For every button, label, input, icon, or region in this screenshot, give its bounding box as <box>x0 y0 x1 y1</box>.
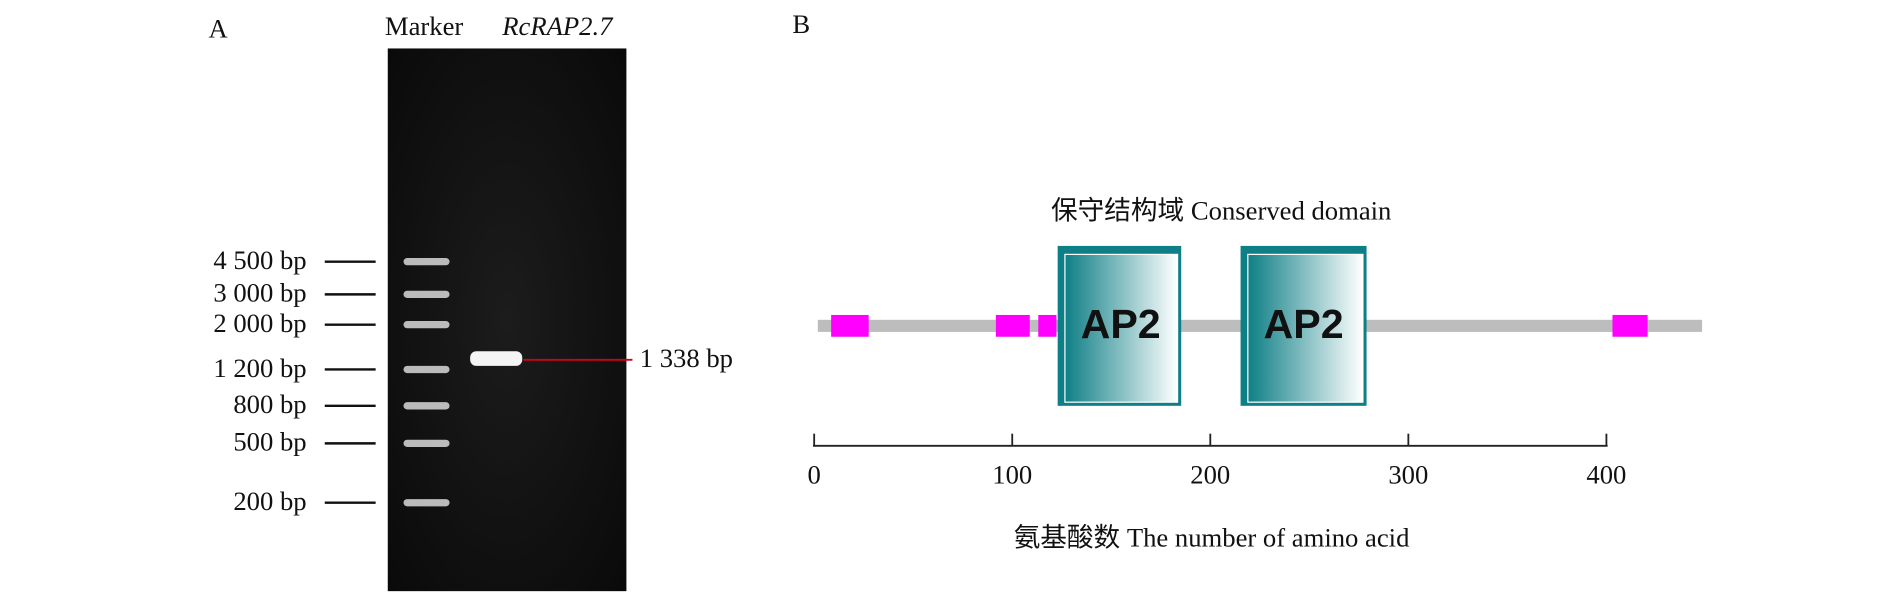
lane-label: RcRAP2.7 <box>501 11 614 41</box>
marker-label: 2 000 bp <box>213 308 306 338</box>
marker-label: 4 500 bp <box>213 245 306 275</box>
x-tick-label: 100 <box>992 459 1032 489</box>
x-ticks: 0 100 200 300 400 <box>808 433 1626 489</box>
marker-band <box>403 321 450 329</box>
marker-label: 500 bp <box>233 427 306 457</box>
marker-band <box>403 499 450 507</box>
marker-label: 200 bp <box>233 486 306 516</box>
domain-box <box>1247 253 1364 403</box>
marker-label: 3 000 bp <box>213 278 306 308</box>
marker-label: 1 200 bp <box>213 353 306 383</box>
domain-label: AP2 <box>1264 301 1344 347</box>
lane-label: Marker <box>385 11 464 41</box>
gel <box>387 48 627 592</box>
panel-label: B <box>792 9 810 39</box>
domain-box <box>1064 253 1179 403</box>
marker-band <box>403 258 450 266</box>
domain-label: AP2 <box>1081 301 1161 347</box>
marker-band <box>403 402 450 410</box>
marker-band <box>403 365 450 374</box>
domain-title: 保守结构域 Conserved domain <box>1051 195 1391 225</box>
marker-label: 800 bp <box>233 389 306 419</box>
x-tick-label: 0 <box>808 459 821 489</box>
motif <box>1038 314 1057 337</box>
sample-band <box>470 351 523 366</box>
x-tick-label: 300 <box>1388 459 1428 489</box>
panel-label: A <box>208 14 228 44</box>
marker-band <box>403 290 450 298</box>
ladder: 4 500 bp3 000 bp2 000 bp 1 200 bp 800 bp 50… <box>213 245 450 516</box>
motif <box>995 314 1030 337</box>
x-tick-label: 400 <box>1586 459 1626 489</box>
x-axis-label: 氨基酸数 The number of amino acid <box>1014 522 1410 552</box>
motif <box>1612 314 1648 337</box>
marker-band <box>403 439 450 447</box>
band-label: 1 338 bp <box>640 343 733 373</box>
x-tick-label: 200 <box>1190 459 1230 489</box>
motif <box>831 314 869 337</box>
